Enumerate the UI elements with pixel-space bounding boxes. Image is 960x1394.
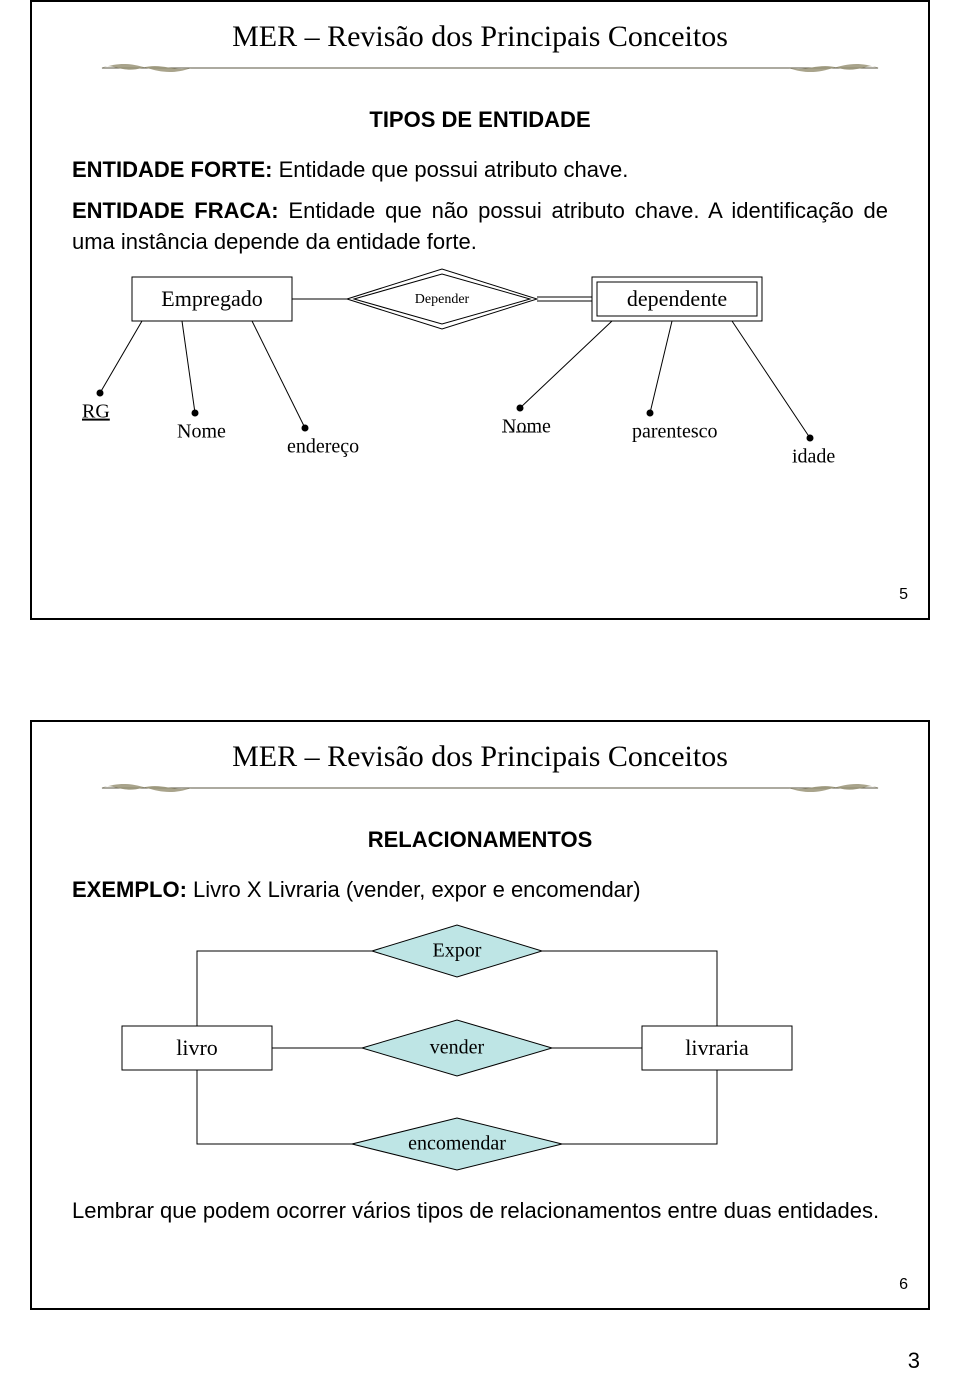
paragraph-footer: Lembrar que podem ocorrer vários tipos d…	[72, 1196, 888, 1227]
svg-text:Nome: Nome	[502, 416, 551, 438]
slide-2: MER – Revisão dos Principais Conceitos R…	[30, 720, 930, 1310]
text-exemplo: Livro X Livraria (vender, expor e encome…	[193, 877, 641, 902]
svg-text:vender: vender	[430, 1036, 485, 1058]
slide-title: MER – Revisão dos Principais Conceitos	[72, 740, 888, 774]
er-diagram-1: Empregado dependente Depender RG Nome endereç…	[72, 267, 892, 467]
svg-text:encomendar: encomendar	[408, 1132, 506, 1154]
er-diagram-2: livro livraria Expor vender encomendar	[72, 916, 892, 1176]
svg-text:livraria: livraria	[685, 1035, 749, 1060]
slide-number: 6	[899, 1276, 908, 1294]
paragraph-entidade-fraca: ENTIDADE FRACA: Entidade que não possui …	[72, 196, 888, 258]
label-fraca: ENTIDADE FRACA:	[72, 198, 288, 223]
slide-1: MER – Revisão dos Principais Conceitos T…	[30, 0, 930, 620]
svg-text:Empregado: Empregado	[161, 286, 262, 311]
svg-text:idade: idade	[792, 446, 835, 467]
section-heading: RELACIONAMENTOS	[72, 827, 888, 853]
section-heading: TIPOS DE ENTIDADE	[72, 107, 888, 133]
svg-text:parentesco: parentesco	[632, 421, 718, 443]
svg-text:Nome: Nome	[177, 421, 226, 443]
slide-number: 5	[899, 586, 908, 604]
page-number: 3	[908, 1348, 920, 1374]
paragraph-exemplo: EXEMPLO: Livro X Livraria (vender, expor…	[72, 875, 888, 906]
er-diagram-1-svg: Empregado dependente Depender RG Nome endereç…	[72, 267, 892, 467]
paragraph-entidade-forte: ENTIDADE FORTE: Entidade que possui atri…	[72, 155, 888, 186]
text-forte: Entidade que possui atributo chave.	[279, 157, 629, 182]
svg-text:dependente: dependente	[627, 286, 727, 311]
er-diagram-2-svg: livro livraria Expor vender encomendar	[72, 916, 892, 1176]
label-forte: ENTIDADE FORTE:	[72, 157, 279, 182]
decorative-underline	[82, 776, 898, 800]
svg-text:RG: RG	[82, 401, 110, 423]
svg-text:endereço: endereço	[287, 436, 359, 458]
svg-text:Expor: Expor	[433, 939, 482, 961]
page: MER – Revisão dos Principais Conceitos T…	[0, 0, 960, 1394]
decorative-underline	[82, 56, 898, 80]
svg-text:livro: livro	[176, 1035, 218, 1060]
slide-title: MER – Revisão dos Principais Conceitos	[72, 20, 888, 54]
svg-text:Depender: Depender	[415, 293, 470, 308]
label-exemplo: EXEMPLO:	[72, 877, 193, 902]
